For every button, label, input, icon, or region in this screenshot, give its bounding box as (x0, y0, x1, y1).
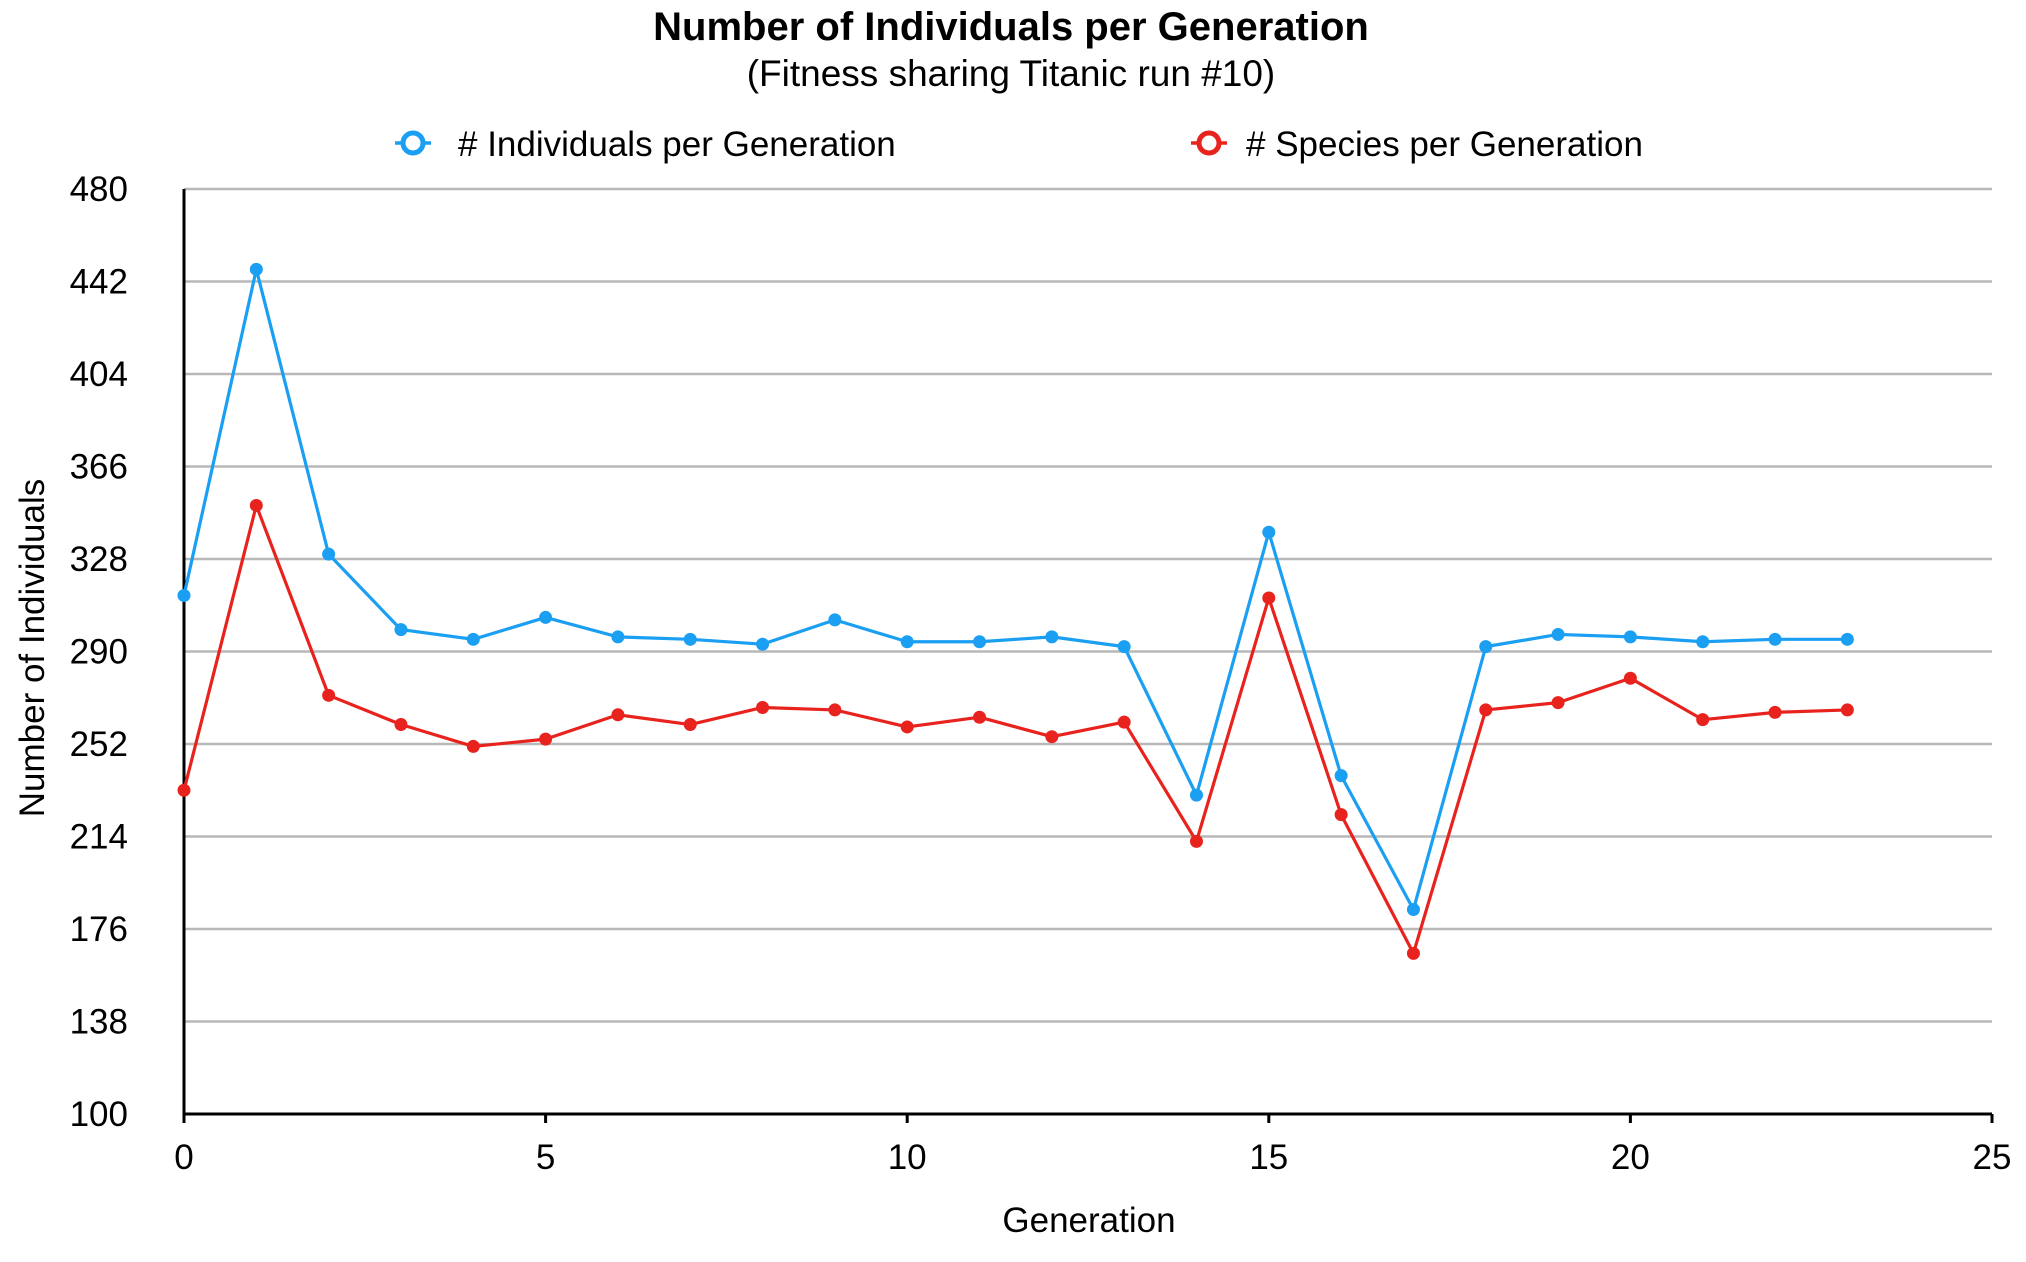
data-point-species (1262, 591, 1276, 605)
axes (182, 189, 1992, 1116)
chart-subtitle: (Fitness sharing Titanic run #10) (747, 53, 1276, 94)
data-point-individuals (466, 632, 480, 646)
series-species (177, 498, 1854, 960)
data-point-individuals (973, 635, 987, 649)
data-point-species (466, 739, 480, 753)
x-tick-label: 15 (1249, 1138, 1288, 1177)
data-point-individuals (1768, 632, 1782, 646)
data-point-species (322, 688, 336, 702)
data-point-species (1189, 834, 1203, 848)
data-point-individuals (1551, 627, 1565, 641)
data-point-species (1117, 715, 1131, 729)
y-tick-label: 100 (70, 1095, 128, 1134)
y-tick-label: 176 (70, 910, 128, 949)
legend: # Individuals per Generation # Species p… (395, 125, 1643, 164)
chart-title: Number of Individuals per Generation (653, 5, 1369, 49)
legend-label-individuals: # Individuals per Generation (458, 125, 896, 164)
y-axis-title: Number of Individuals (13, 479, 52, 818)
data-point-species (1696, 713, 1710, 727)
y-tick-label: 214 (70, 818, 128, 857)
data-point-individuals (1189, 788, 1203, 802)
data-point-individuals (1479, 640, 1493, 654)
data-point-species (683, 718, 697, 732)
data-point-individuals (611, 630, 625, 644)
data-point-species (611, 708, 625, 722)
data-point-species (1334, 808, 1348, 822)
y-tick-label: 328 (70, 540, 128, 579)
legend-marker-species-icon (1196, 130, 1222, 156)
data-point-species (1045, 730, 1059, 744)
data-point-individuals (394, 623, 408, 637)
data-point-individuals (249, 262, 263, 276)
data-point-individuals (1334, 769, 1348, 783)
data-point-individuals (1840, 632, 1854, 646)
y-tick-label: 366 (70, 448, 128, 487)
legend-marker-individuals-icon (400, 130, 426, 156)
data-point-species (1768, 705, 1782, 719)
series-layer (177, 262, 1854, 960)
y-tick-label: 404 (70, 355, 128, 394)
data-point-species (1406, 946, 1420, 960)
data-point-species (828, 703, 842, 717)
data-point-species (539, 732, 553, 746)
data-point-individuals (828, 613, 842, 627)
data-point-individuals (1696, 635, 1710, 649)
data-point-individuals (1045, 630, 1059, 644)
data-point-species (1623, 671, 1637, 685)
data-point-species (1479, 703, 1493, 717)
y-tick-label: 442 (70, 263, 128, 302)
data-point-individuals (1262, 525, 1276, 539)
x-tick-label: 25 (1973, 1138, 2012, 1177)
data-point-species (973, 710, 987, 724)
data-point-species (900, 720, 914, 734)
x-tick-label: 5 (536, 1138, 555, 1177)
legend-item-individuals: # Individuals per Generation (395, 125, 896, 164)
y-tick-label: 252 (70, 725, 128, 764)
legend-label-species: # Species per Generation (1246, 125, 1643, 164)
data-point-species (1551, 696, 1565, 710)
data-point-species (249, 498, 263, 512)
x-tick-label: 10 (888, 1138, 927, 1177)
data-point-individuals (683, 632, 697, 646)
gridlines (184, 187, 1992, 1023)
data-point-individuals (1117, 640, 1131, 654)
x-tick-label: 0 (174, 1138, 193, 1177)
data-point-individuals (539, 610, 553, 624)
data-point-individuals (322, 547, 336, 561)
series-line-individuals (182, 267, 1848, 912)
series-individuals (177, 262, 1854, 917)
y-tick-label: 138 (70, 1003, 128, 1042)
data-point-species (394, 718, 408, 732)
x-axis-title: Generation (1002, 1201, 1175, 1240)
legend-item-species: # Species per Generation (1191, 125, 1643, 164)
data-point-individuals (177, 589, 191, 603)
data-point-individuals (900, 635, 914, 649)
data-point-individuals (1406, 903, 1420, 917)
series-line-species (182, 503, 1848, 955)
data-point-species (756, 700, 770, 714)
data-point-individuals (1623, 630, 1637, 644)
y-tick-label: 480 (70, 170, 128, 209)
data-point-species (1840, 703, 1854, 717)
y-axis-ticks: 100 138 176 214 252 290 328 366 404 442 480 (70, 170, 128, 1134)
data-point-species (177, 783, 191, 797)
data-point-individuals (756, 637, 770, 651)
x-axis-ticks: 0 5 10 15 20 25 (174, 1114, 2011, 1177)
x-tick-label: 20 (1611, 1138, 1650, 1177)
y-tick-label: 290 (70, 633, 128, 672)
